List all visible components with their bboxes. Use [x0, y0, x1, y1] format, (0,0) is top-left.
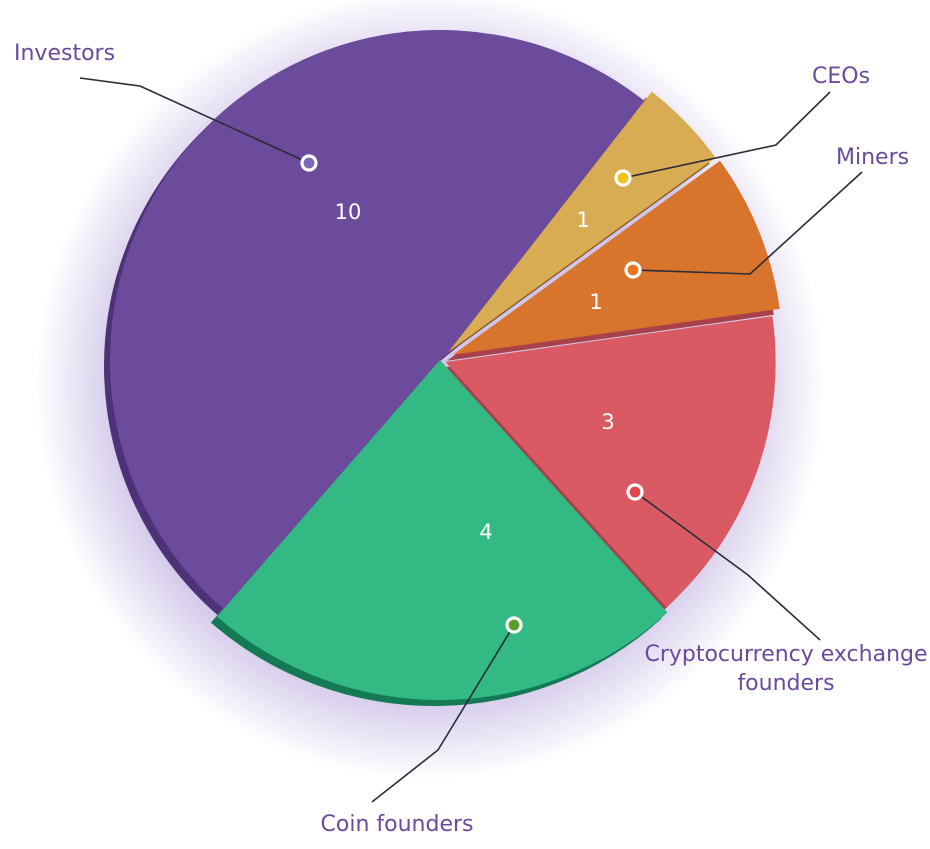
- category-label-investors: Investors: [14, 41, 115, 66]
- marker-dot-miners: [624, 261, 642, 279]
- category-label-miners: Miners: [836, 145, 909, 170]
- marker-dot-cryptocurrency-exchange-founders: [626, 483, 644, 501]
- leader-line-coin-founders: [371, 624, 515, 803]
- category-label-ceos: CEOs: [812, 64, 870, 89]
- value-labels: 10 1 1 3 4: [335, 200, 615, 544]
- marker-dot-ceos: [614, 169, 632, 187]
- leader-line-ceos: [622, 91, 831, 179]
- category-label-cryptocurrency-exchange-founders-line-2: founders: [737, 671, 834, 696]
- slice-ceos: [448, 91, 716, 352]
- marker-dot-coin-founders: [505, 616, 523, 634]
- category-label-coin-founders: Coin founders: [321, 812, 474, 837]
- leader-line-investors: [79, 77, 310, 164]
- slice-coin-founders: [216, 360, 668, 700]
- value-label-cryptocurrency-exchange-founders: 3: [601, 410, 614, 434]
- leader-line-cryptocurrency-exchange-founders: [634, 491, 821, 641]
- value-label-ceos: 1: [576, 208, 589, 232]
- value-label-investors: 10: [335, 200, 362, 224]
- category-label-cryptocurrency-exchange-founders-line-1: Cryptocurrency exchange: [644, 642, 927, 667]
- slice-investors: [110, 30, 697, 610]
- leader-line-miners: [632, 171, 863, 275]
- value-label-miners: 1: [589, 290, 602, 314]
- marker-dot-investors: [300, 154, 318, 172]
- value-label-coin-founders: 4: [479, 520, 492, 544]
- slice-miners: [452, 160, 780, 355]
- leader-lines: [79, 77, 863, 803]
- marker-dots: [300, 154, 644, 634]
- category-labels: Investors CEOs Miners Cryptocurrency exchan…: [14, 41, 928, 837]
